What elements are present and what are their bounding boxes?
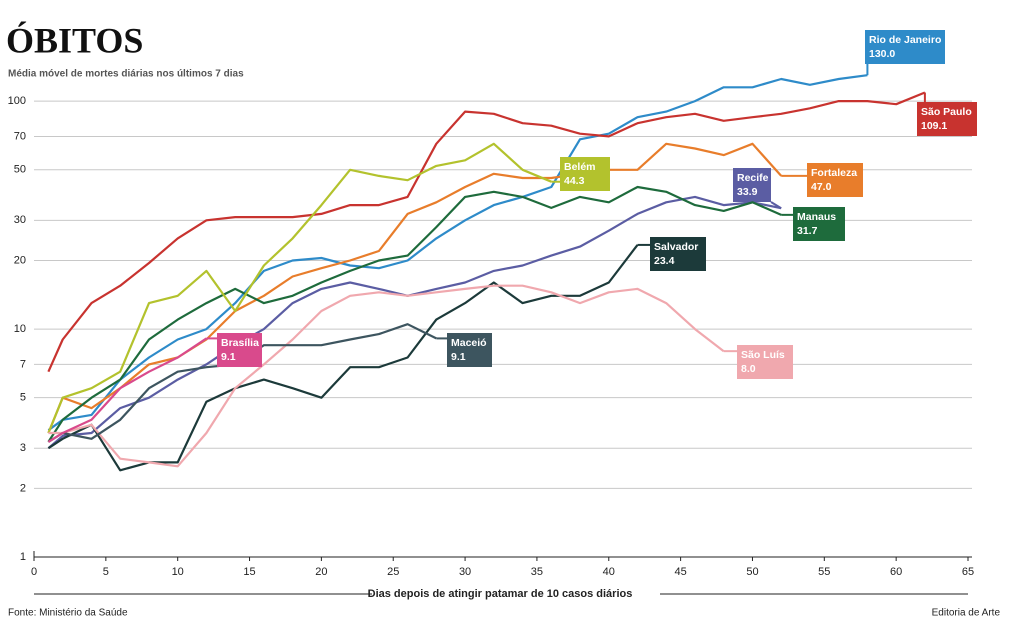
x-tick-label: 45: [674, 566, 686, 578]
label-box: [217, 333, 262, 367]
label-box: [807, 163, 863, 197]
x-tick-label: 10: [172, 566, 184, 578]
series-line: [47, 337, 208, 443]
y-tick-label: 1: [20, 551, 26, 563]
value-label: 109.1: [921, 120, 947, 132]
x-tick-label: 40: [603, 566, 615, 578]
x-tick-label: 50: [746, 566, 758, 578]
x-tick-label: 35: [531, 566, 543, 578]
y-tick-label: 3: [20, 442, 26, 454]
y-tick-label: 30: [14, 214, 26, 226]
chart-title: ÓBITOS: [6, 20, 143, 60]
series-name: Fortaleza: [811, 167, 857, 179]
value-label: 44.3: [564, 175, 585, 187]
x-tick-label: 5: [103, 566, 109, 578]
label-box: [650, 237, 706, 271]
label-box: [560, 157, 610, 191]
y-tick-label: 70: [14, 130, 26, 142]
series-name: Manaus: [797, 211, 836, 223]
series-name: Belém: [564, 161, 596, 173]
y-tick-label: 50: [14, 164, 26, 176]
series-line: [48, 284, 725, 468]
series-line: [47, 195, 782, 450]
series-line: [47, 142, 783, 434]
series-name: Brasília: [221, 337, 259, 349]
y-tick-label: 5: [20, 392, 26, 404]
y-tick-label: 7: [20, 358, 26, 370]
source: Fonte: Ministério da Saúde: [8, 608, 128, 619]
y-tick-label: 10: [14, 323, 26, 335]
value-label: 23.4: [654, 255, 675, 267]
x-tick-label: 20: [315, 566, 327, 578]
x-tick-label: 65: [962, 566, 974, 578]
x-tick-label: 60: [890, 566, 902, 578]
x-tick-label: 55: [818, 566, 830, 578]
value-label: 9.1: [451, 351, 466, 363]
x-axis-label: Dias depois de atingir patamar de 10 cas…: [368, 588, 633, 600]
series-line: [47, 185, 782, 443]
value-label: 31.7: [797, 225, 818, 237]
value-label: 8.0: [741, 363, 756, 375]
label-box: [737, 345, 793, 379]
series-line: [47, 142, 552, 434]
series-line: [47, 244, 639, 472]
value-label: 9.1: [221, 351, 236, 363]
value-label: 33.9: [737, 186, 758, 198]
series-line: [47, 91, 926, 373]
label-connector: [770, 201, 782, 210]
label-box: [447, 333, 492, 367]
x-tick-label: 0: [31, 566, 37, 578]
series-line: [47, 74, 868, 432]
credit: Editoria de Arte: [932, 608, 1001, 619]
chart-subtitle: Média móvel de mortes diárias nos último…: [8, 69, 244, 80]
x-tick-label: 30: [459, 566, 471, 578]
y-tick-label: 100: [8, 95, 26, 107]
series-name: Rio de Janeiro: [869, 34, 941, 46]
series-name: Salvador: [654, 241, 698, 253]
y-tick-label: 2: [20, 482, 26, 494]
value-label: 47.0: [811, 181, 832, 193]
x-tick-label: 15: [243, 566, 255, 578]
label-box: [793, 207, 845, 241]
label-box: [865, 30, 945, 64]
series-name: Recife: [737, 172, 769, 184]
series-name: São Paulo: [921, 106, 972, 118]
x-tick-label: 25: [387, 566, 399, 578]
y-tick-label: 20: [14, 254, 26, 266]
series-name: São Luís: [741, 349, 785, 361]
label-box: [917, 102, 977, 136]
label-box: [733, 168, 771, 202]
value-label: 130.0: [869, 48, 895, 60]
series-name: Maceió: [451, 337, 487, 349]
